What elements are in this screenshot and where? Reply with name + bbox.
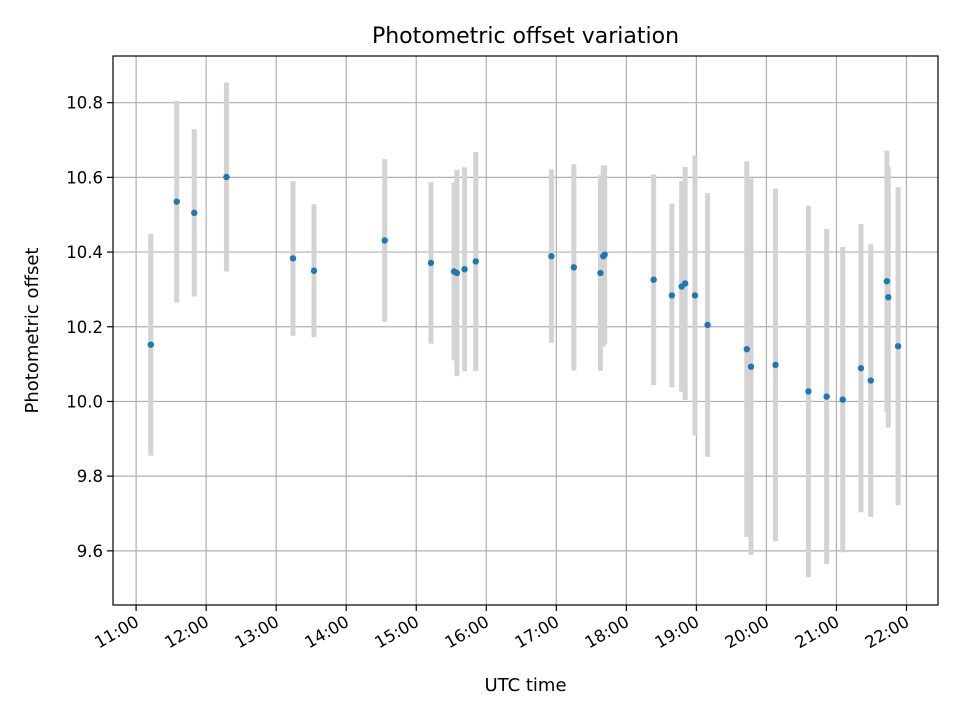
x-tick-label: 18:00 — [582, 612, 633, 652]
x-axis-ticks: 11:00 12:00 13:00 14:00 15:00 16:00 17:00 18:00… — [91, 605, 912, 652]
point-layer — [147, 173, 902, 403]
data-point — [743, 345, 751, 353]
data-point — [597, 269, 604, 277]
data-point — [453, 269, 461, 277]
data-point — [191, 209, 198, 217]
data-point — [147, 341, 155, 348]
data-point — [570, 264, 578, 271]
data-point — [805, 388, 812, 395]
data-point — [668, 292, 676, 299]
x-tick-label: 16:00 — [442, 612, 493, 652]
x-tick-label: 12:00 — [161, 612, 212, 652]
data-point — [747, 363, 755, 370]
data-point — [289, 255, 297, 262]
data-point — [310, 267, 318, 274]
x-axis-label: UTC time — [484, 675, 566, 696]
data-point — [857, 365, 865, 372]
plot-frame — [112, 55, 939, 606]
x-tick-label: 21:00 — [792, 612, 843, 652]
x-tick-label: 22:00 — [862, 612, 913, 652]
data-point — [681, 280, 689, 287]
data-point — [472, 258, 479, 265]
data-point — [867, 377, 874, 384]
y-tick-label: 10.0 — [66, 392, 103, 411]
y-tick-label: 10.2 — [66, 318, 103, 337]
data-point — [427, 259, 435, 267]
data-point — [600, 252, 607, 260]
y-tick-label: 10.6 — [66, 168, 103, 187]
data-point — [461, 266, 468, 273]
y-tick-label: 9.8 — [77, 467, 103, 486]
data-point — [885, 294, 892, 301]
x-tick-label: 20:00 — [722, 612, 773, 652]
grid-layer — [113, 56, 938, 605]
data-point — [548, 252, 555, 260]
y-axis-ticks: 9.6 9.8 10.0 10.2 10.4 10.6 10.8 — [66, 94, 113, 561]
data-point — [823, 393, 830, 400]
y-tick-label: 9.6 — [77, 542, 103, 561]
y-tick-label: 10.4 — [66, 243, 103, 262]
x-tick-label: 17:00 — [512, 612, 563, 652]
x-tick-label: 11:00 — [91, 612, 142, 652]
y-tick-label: 10.8 — [66, 94, 103, 113]
data-point — [883, 278, 891, 285]
data-point — [173, 198, 180, 205]
data-point — [772, 361, 779, 369]
data-point — [704, 321, 711, 329]
x-tick-label: 19:00 — [652, 612, 703, 652]
data-point — [691, 292, 699, 299]
data-point — [894, 342, 902, 350]
data-point — [839, 396, 846, 403]
x-tick-label: 14:00 — [302, 612, 353, 652]
errorbar-layer — [148, 82, 901, 577]
chart-title: Photometric offset variation — [372, 24, 679, 49]
data-point — [381, 237, 388, 244]
data-point — [223, 173, 230, 181]
x-tick-label: 15:00 — [372, 612, 423, 652]
x-tick-label: 13:00 — [231, 612, 282, 652]
y-axis-label: Photometric offset — [22, 248, 43, 414]
data-point — [650, 276, 657, 283]
